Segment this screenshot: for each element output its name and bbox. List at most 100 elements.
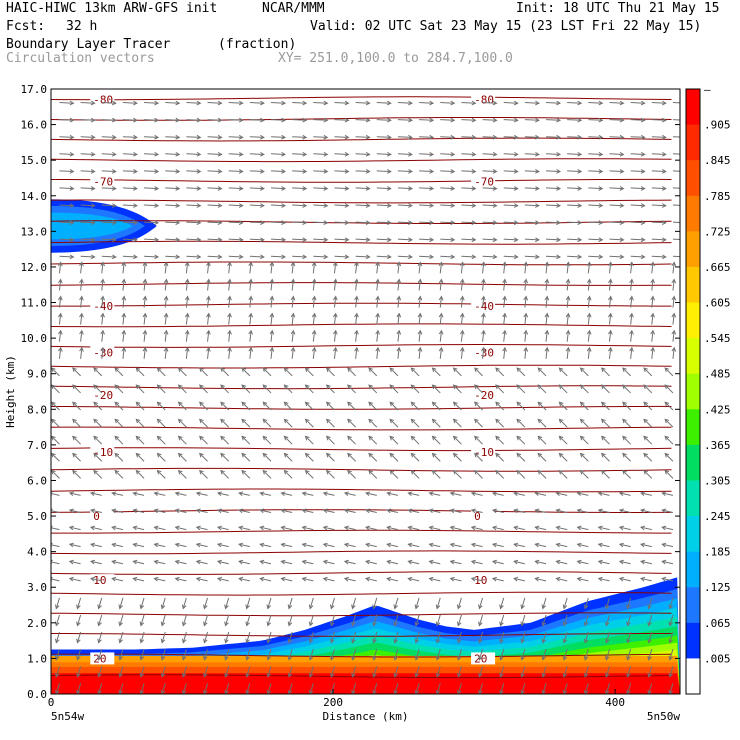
circulation-vector <box>436 631 441 643</box>
circulation-vector <box>495 453 505 462</box>
circulation-vector <box>376 296 379 308</box>
circulation-vector <box>312 296 316 308</box>
circulation-vector <box>154 492 166 496</box>
circulation-vector <box>556 543 568 548</box>
circulation-vector <box>249 238 264 241</box>
circulation-vector <box>165 102 180 104</box>
circulation-vector <box>101 170 116 173</box>
circulation-vector <box>622 418 631 428</box>
circulation-vector <box>397 296 400 308</box>
circulation-vector <box>669 666 674 677</box>
circulation-vector <box>239 543 250 548</box>
circulation-vector <box>262 401 272 411</box>
circulation-vector <box>144 153 159 155</box>
circulation-vector <box>334 170 349 173</box>
contour-label: -20 <box>93 389 113 402</box>
x-tick-label: 400 <box>605 696 625 709</box>
circulation-vector <box>239 577 250 582</box>
circulation-vector <box>609 119 624 121</box>
circulation-vector <box>241 401 251 411</box>
circulation-vector <box>228 170 243 173</box>
circulation-vector <box>207 136 222 138</box>
circulation-vector <box>225 649 230 660</box>
circulation-vector <box>98 649 103 660</box>
circulation-vector <box>664 436 674 445</box>
circulation-vector <box>51 544 60 548</box>
circulation-vector <box>305 436 314 445</box>
circulation-vector <box>482 296 485 308</box>
circulation-vector <box>556 560 568 565</box>
circulation-vector <box>284 384 293 394</box>
circulation-vector <box>651 255 666 258</box>
circulation-vector <box>605 649 610 660</box>
circulation-vector <box>567 187 582 190</box>
circulation-vector <box>537 436 547 445</box>
circulation-vector <box>302 526 314 531</box>
circulation-vector <box>419 119 434 121</box>
circulation-vector <box>516 384 526 394</box>
circulation-vector <box>281 509 293 513</box>
circulation-vector <box>355 238 370 241</box>
circulation-vector <box>313 153 328 155</box>
circulation-vector <box>178 436 187 445</box>
circulation-vector <box>368 418 378 428</box>
circulation-vector <box>368 470 378 479</box>
circulation-vector <box>492 492 504 496</box>
circulation-vector <box>305 384 314 394</box>
contour-label: -80 <box>474 94 494 107</box>
circulation-vector <box>524 136 539 138</box>
circulation-vector <box>580 367 589 377</box>
circulation-vector <box>241 367 251 377</box>
circulation-vector <box>207 347 210 359</box>
colorbar-swatch <box>686 231 700 268</box>
circulation-vector <box>545 296 548 308</box>
circulation-vector <box>239 509 250 513</box>
circulation-vector <box>524 153 539 155</box>
circulation-vector <box>196 492 208 496</box>
circulation-vector <box>182 649 187 660</box>
circulation-vector <box>419 221 434 224</box>
circulation-vector <box>609 204 624 207</box>
circulation-vector <box>323 526 335 531</box>
circulation-vector <box>270 170 286 173</box>
circulation-vector <box>545 153 561 155</box>
circulation-vector <box>69 509 81 513</box>
circulation-vector <box>630 255 645 258</box>
temperature-contour <box>51 96 672 101</box>
circulation-vector <box>93 418 103 428</box>
circulation-vector <box>461 204 476 207</box>
circulation-vector <box>333 313 337 325</box>
circulation-vector <box>292 102 307 104</box>
circulation-vector <box>460 313 464 325</box>
circulation-vector <box>436 666 441 677</box>
circulation-vector <box>305 367 314 377</box>
circulation-vector <box>580 453 589 462</box>
circulation-vector <box>330 649 335 660</box>
circulation-vector <box>203 631 209 643</box>
circulation-vector <box>545 262 548 274</box>
circulation-vector <box>559 418 568 428</box>
circulation-vector <box>101 313 104 325</box>
circulation-vector <box>101 238 116 241</box>
circulation-vector <box>55 631 60 643</box>
circulation-vector <box>347 418 356 428</box>
circulation-vector <box>524 255 539 258</box>
temperature-contour <box>51 364 672 369</box>
circulation-vector <box>450 560 462 565</box>
circulation-vector <box>135 384 145 394</box>
circulation-vector <box>281 577 293 582</box>
circulation-vector <box>482 187 497 190</box>
circulation-vector <box>556 492 568 496</box>
colorbar-swatch <box>686 622 700 659</box>
circulation-vector <box>651 119 666 121</box>
circulation-vector <box>495 436 505 445</box>
circulation-vector <box>347 384 356 394</box>
circulation-vector <box>389 401 399 411</box>
circulation-vector <box>669 683 674 694</box>
circulation-vector <box>545 102 561 104</box>
circulation-vector <box>500 683 505 694</box>
circulation-vector <box>291 296 294 308</box>
circulation-vector <box>669 631 674 643</box>
circulation-vector <box>175 560 187 565</box>
circulation-vector <box>80 330 83 342</box>
